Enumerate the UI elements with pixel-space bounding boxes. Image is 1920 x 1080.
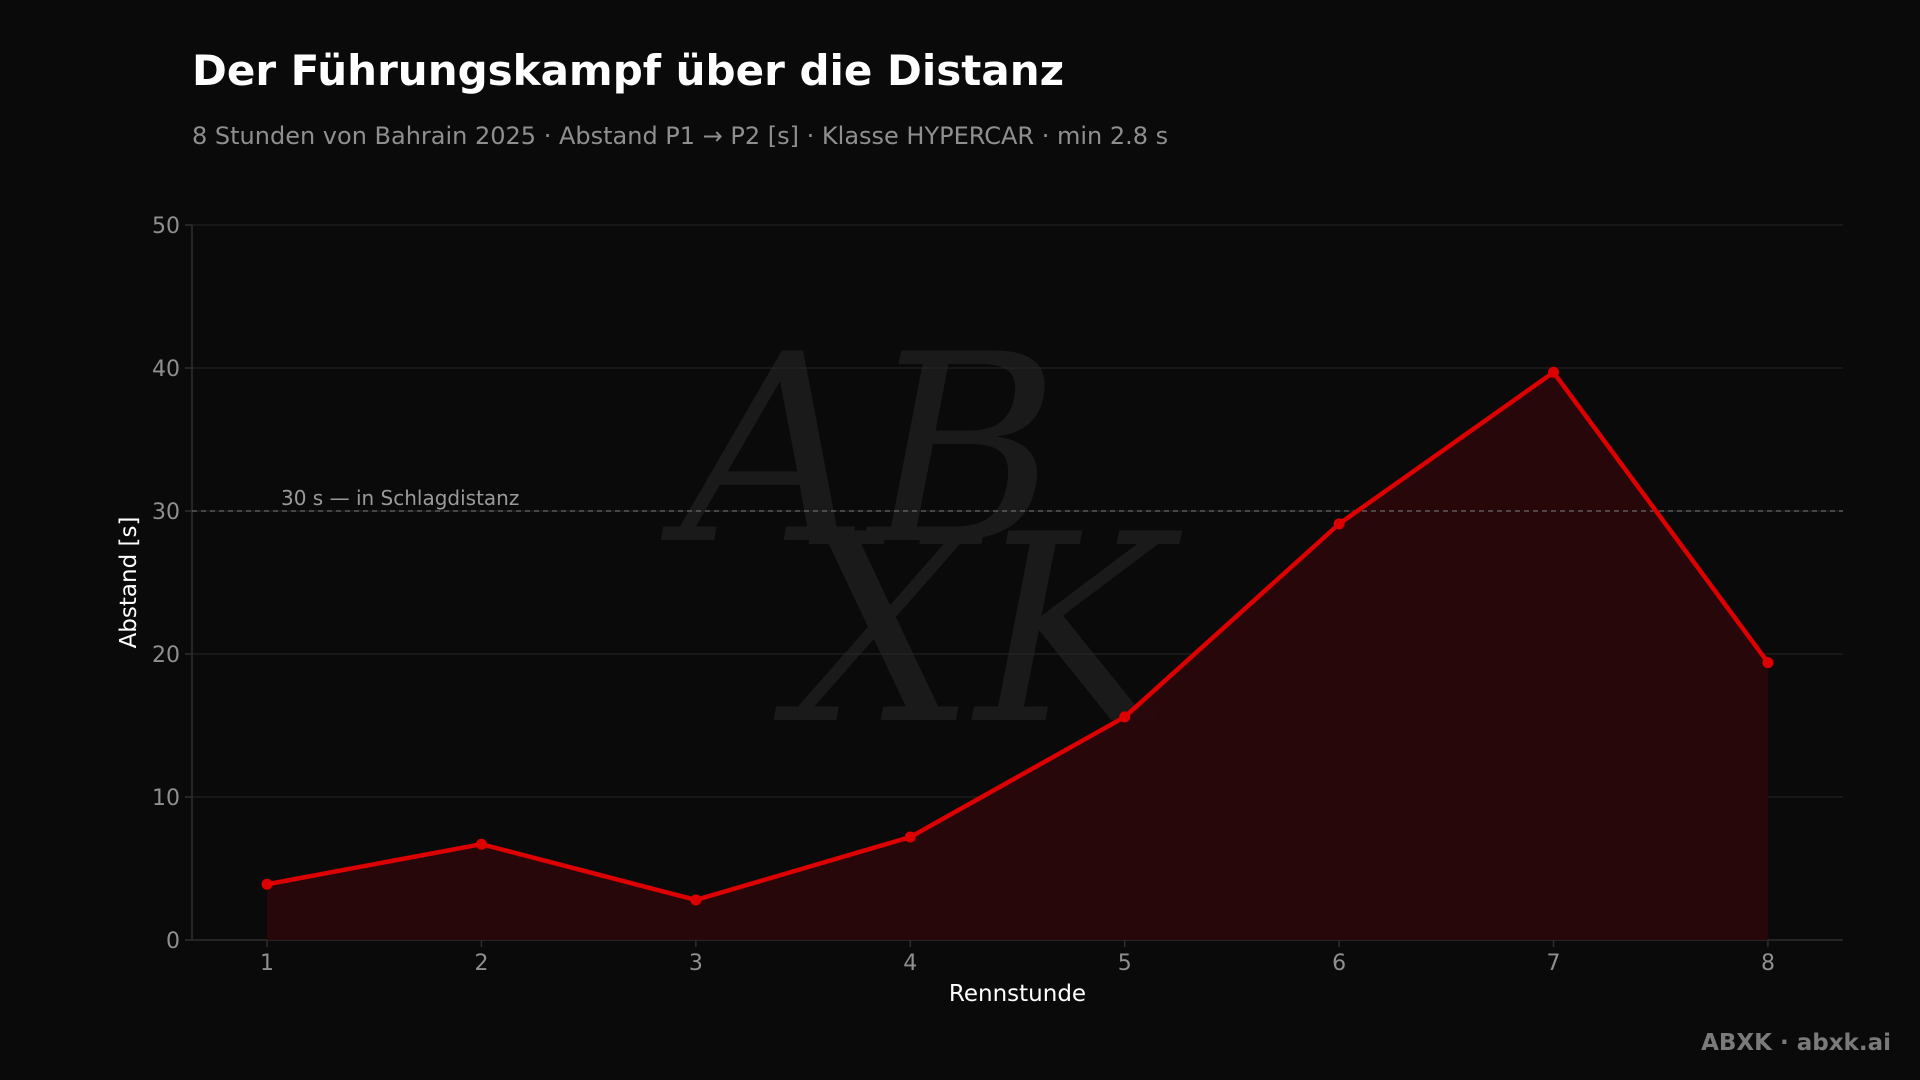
data-point-7 bbox=[1548, 366, 1560, 378]
y-tick-label: 30 bbox=[152, 500, 180, 525]
y-tick-label: 20 bbox=[152, 643, 180, 668]
x-tick-label: 7 bbox=[1547, 951, 1561, 976]
data-point-3 bbox=[690, 894, 702, 906]
x-tick-label: 3 bbox=[689, 951, 703, 976]
data-points bbox=[261, 366, 1774, 906]
x-tick-label: 2 bbox=[474, 951, 488, 976]
threshold-label: 30 s — in Schlagdistanz bbox=[281, 486, 519, 510]
tick-labels: 1 2 3 4 5 6 7 8 0 10 20 30 40 50 Rennstunde Abstand [s] bbox=[116, 214, 1775, 1007]
x-tick-label: 6 bbox=[1332, 951, 1346, 976]
x-axis-label: Rennstunde bbox=[949, 981, 1086, 1007]
threshold: 30 s — in Schlagdistanz bbox=[192, 486, 1843, 512]
data-point-8 bbox=[1762, 657, 1774, 669]
y-tick-label: 0 bbox=[166, 929, 180, 954]
brand-footer: ABXK · abxk.ai bbox=[1701, 1030, 1891, 1056]
x-tick-label: 5 bbox=[1118, 951, 1132, 976]
data-point-6 bbox=[1333, 518, 1345, 530]
x-tick-label: 4 bbox=[903, 951, 917, 976]
data-point-5 bbox=[1119, 711, 1131, 723]
watermark: ABXK bbox=[660, 300, 1182, 782]
chart-title: Der Führungskampf über die Distanz bbox=[192, 46, 1065, 95]
series-line-group bbox=[264, 370, 1771, 903]
data-point-2 bbox=[475, 838, 487, 850]
area bbox=[267, 372, 1768, 940]
x-tick-label: 8 bbox=[1761, 951, 1775, 976]
y-tick-label: 40 bbox=[152, 357, 180, 382]
data-point-1 bbox=[261, 878, 273, 890]
x-tick-label: 1 bbox=[260, 951, 274, 976]
y-axis-label: Abstand [s] bbox=[116, 517, 142, 649]
series-line bbox=[264, 370, 1771, 903]
watermark-line1: AB bbox=[660, 300, 1059, 602]
series-area bbox=[267, 372, 1768, 940]
chart-subtitle: 8 Stunden von Bahrain 2025 · Abstand P1 … bbox=[192, 122, 1169, 150]
y-tick-label: 50 bbox=[152, 214, 180, 239]
y-tick-label: 10 bbox=[152, 786, 180, 811]
data-point-4 bbox=[904, 831, 916, 843]
